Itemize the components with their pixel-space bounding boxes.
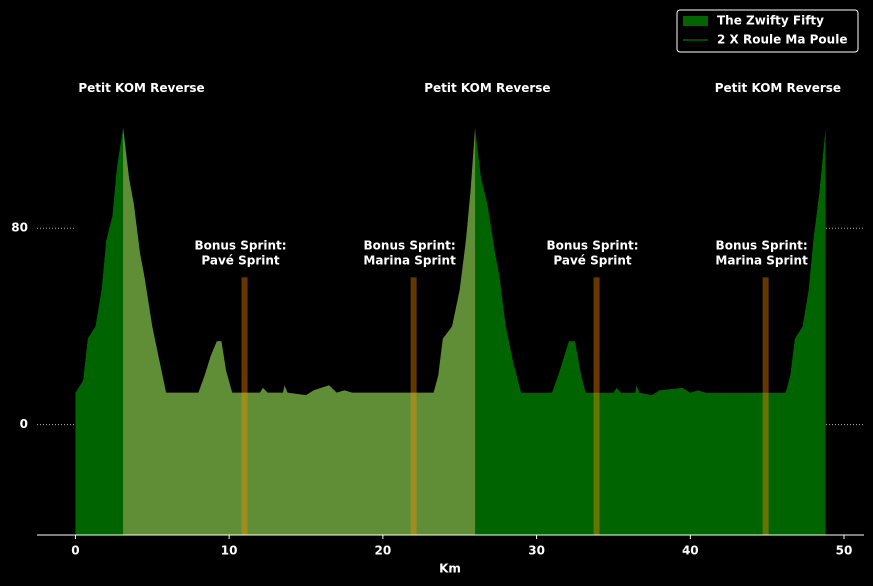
x-tick-label: 0	[71, 544, 79, 558]
legend-label: The Zwifty Fifty	[717, 14, 824, 28]
annotation: Petit KOM Reverse	[424, 81, 550, 95]
x-tick-label: 50	[836, 544, 853, 558]
sprint-label: Bonus Sprint:	[364, 239, 456, 253]
sprint-bar	[762, 277, 769, 535]
legend-swatch	[683, 16, 708, 26]
annotation: Petit KOM Reverse	[78, 81, 204, 95]
sprint-bar	[241, 277, 248, 535]
sprint-label: Marina Sprint	[363, 254, 456, 268]
sprint-label: Marina Sprint	[715, 254, 808, 268]
x-tick-label: 10	[221, 544, 238, 558]
sky-mask	[75, 0, 826, 396]
x-tick-label: 20	[375, 544, 392, 558]
x-tick-label: 30	[528, 544, 545, 558]
sprint-label: Bonus Sprint:	[716, 239, 808, 253]
sprint-label: Bonus Sprint:	[194, 239, 286, 253]
x-axis-label: Km	[439, 562, 461, 576]
sprint-label: Bonus Sprint:	[546, 239, 638, 253]
y-tick-label: 80	[11, 221, 28, 235]
sprint-bar	[593, 277, 600, 535]
legend-label: 2 X Roule Ma Poule	[717, 33, 847, 47]
y-tick-label: 0	[20, 417, 28, 431]
x-tick-label: 40	[682, 544, 699, 558]
annotation: Petit KOM Reverse	[715, 81, 841, 95]
legend-box	[676, 9, 859, 53]
sprint-label: Pavé Sprint	[201, 254, 280, 268]
sprint-label: Pavé Sprint	[553, 254, 632, 268]
sprint-bar	[410, 277, 417, 535]
